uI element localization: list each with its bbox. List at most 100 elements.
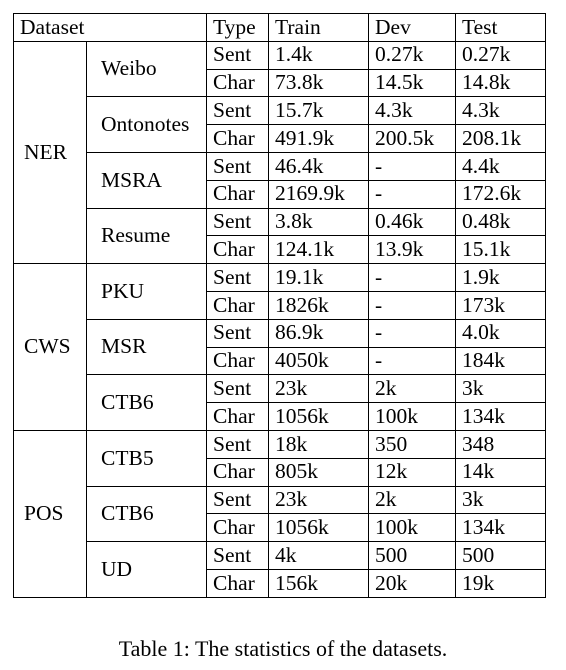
dataset-name-cell: UD xyxy=(86,541,207,598)
test-cell: 3k xyxy=(455,374,546,404)
dev-cell: 200.5k xyxy=(368,124,456,153)
header-dev: Dev xyxy=(368,13,456,42)
train-cell: 1056k xyxy=(268,402,369,431)
dev-cell: 2k xyxy=(368,485,456,515)
train-cell: 2169.9k xyxy=(268,179,369,209)
dev-cell: 2k xyxy=(368,374,456,404)
test-cell: 134k xyxy=(455,513,546,543)
test-cell: 4.0k xyxy=(455,318,546,348)
task-cell: CWS xyxy=(13,263,87,431)
test-cell: 500 xyxy=(455,541,546,570)
type-cell: Char xyxy=(206,179,269,209)
dataset-name-cell: CTB5 xyxy=(86,429,207,487)
dev-cell: 350 xyxy=(368,429,456,459)
dev-cell: - xyxy=(368,179,456,209)
dev-cell: - xyxy=(368,151,456,181)
type-cell: Sent xyxy=(206,263,269,292)
dev-cell: 4.3k xyxy=(368,96,456,126)
table-row: Char 491.9k 200.5k 208.1k xyxy=(14,124,546,153)
type-cell: Char xyxy=(206,457,269,487)
train-cell: 4k xyxy=(268,541,369,570)
table-row: Char 73.8k 14.5k 14.8k xyxy=(14,68,546,98)
type-cell: Char xyxy=(206,290,269,320)
type-cell: Sent xyxy=(206,151,269,181)
table-row: NER Weibo Sent 1.4k 0.27k 0.27k xyxy=(13,40,546,265)
train-cell: 18k xyxy=(268,429,369,459)
train-cell: 805k xyxy=(268,457,369,487)
table-row: Char 2169.9k -172.6k xyxy=(14,179,546,209)
table-row: Char 156k 20k 19k xyxy=(14,568,546,598)
train-cell: 124.1k xyxy=(268,235,369,265)
test-cell: 14k xyxy=(455,457,546,487)
dev-cell: 12k xyxy=(368,457,456,487)
test-cell: 0.48k xyxy=(455,207,546,237)
dev-cell: - xyxy=(368,290,456,320)
type-cell: Char xyxy=(206,124,269,153)
type-cell: Sent xyxy=(206,374,269,404)
table-row: CTB6 Sent 23k 2k 3k xyxy=(14,374,546,431)
test-cell: 208.1k xyxy=(455,124,546,153)
train-cell: 15.7k xyxy=(268,96,369,126)
dev-cell: 14.5k xyxy=(368,68,456,98)
train-cell: 23k xyxy=(268,485,369,515)
dataset-name-cell: Ontonotes xyxy=(86,96,207,153)
test-cell: 348 xyxy=(455,429,546,459)
type-cell: Sent xyxy=(206,40,269,70)
dataset-name-cell: MSRA xyxy=(86,151,207,209)
table-row: MSR Sent 86.9k -4.0k xyxy=(14,318,546,376)
test-cell: 15.1k xyxy=(455,235,546,265)
header-test: Test xyxy=(455,13,546,42)
dev-cell: 0.27k xyxy=(368,40,456,70)
header-train: Train xyxy=(268,13,369,42)
train-cell: 156k xyxy=(268,568,369,598)
header-dataset: Dataset xyxy=(13,13,207,42)
type-cell: Sent xyxy=(206,318,269,348)
dataset-name-cell: Weibo xyxy=(86,40,207,98)
type-cell: Char xyxy=(206,235,269,265)
table-row: UD Sent 4k 500 500 xyxy=(14,541,546,598)
train-cell: 46.4k xyxy=(268,151,369,181)
table-row: Char 4050k -184k xyxy=(14,346,546,376)
type-cell: Char xyxy=(206,513,269,543)
test-cell: 172.6k xyxy=(455,179,546,209)
dataset-name-cell: PKU xyxy=(86,263,207,320)
type-cell: Sent xyxy=(206,429,269,459)
dataset-name-cell: CTB6 xyxy=(86,485,207,543)
train-cell: 4050k xyxy=(268,346,369,376)
test-cell: 14.8k xyxy=(455,68,546,98)
test-cell: 134k xyxy=(455,402,546,431)
type-cell: Char xyxy=(206,68,269,98)
type-cell: Sent xyxy=(206,541,269,570)
test-cell: 184k xyxy=(455,346,546,376)
train-cell: 23k xyxy=(268,374,369,404)
task-cell: POS xyxy=(13,429,87,598)
type-cell: Char xyxy=(206,346,269,376)
train-cell: 19.1k xyxy=(268,263,369,292)
table-row: MSRA Sent 46.4k -4.4k xyxy=(14,151,546,209)
table-row: Ontonotes Sent 15.7k 4.3k 4.3k xyxy=(14,96,546,153)
table-row: Resume Sent 3.8k 0.46k 0.48k xyxy=(14,207,546,265)
train-cell: 1056k xyxy=(268,513,369,543)
train-cell: 3.8k xyxy=(268,207,369,237)
type-cell: Char xyxy=(206,568,269,598)
dataset-name-cell: Resume xyxy=(86,207,207,265)
dev-cell: - xyxy=(368,318,456,348)
test-cell: 4.4k xyxy=(455,151,546,181)
train-cell: 73.8k xyxy=(268,68,369,98)
train-cell: 86.9k xyxy=(268,318,369,348)
table-body: NER Weibo Sent 1.4k 0.27k 0.27k Char 73.8k 14.5k… xyxy=(13,40,546,598)
train-cell: 1826k xyxy=(268,290,369,320)
table-row: Char 1056k 100k 134k xyxy=(14,513,546,543)
table-row: CWS PKU Sent 19.1k -1.9k xyxy=(13,263,546,431)
table-row: CTB6 Sent 23k 2k 3k xyxy=(14,485,546,543)
test-cell: 173k xyxy=(455,290,546,320)
train-cell: 1.4k xyxy=(268,40,369,70)
dev-cell: 100k xyxy=(368,513,456,543)
type-cell: Sent xyxy=(206,96,269,126)
test-cell: 3k xyxy=(455,485,546,515)
test-cell: 1.9k xyxy=(455,263,546,292)
type-cell: Sent xyxy=(206,485,269,515)
dev-cell: 0.46k xyxy=(368,207,456,237)
dev-cell: - xyxy=(368,263,456,292)
table-caption: Table 1: The statistics of the datasets. xyxy=(118,636,448,661)
